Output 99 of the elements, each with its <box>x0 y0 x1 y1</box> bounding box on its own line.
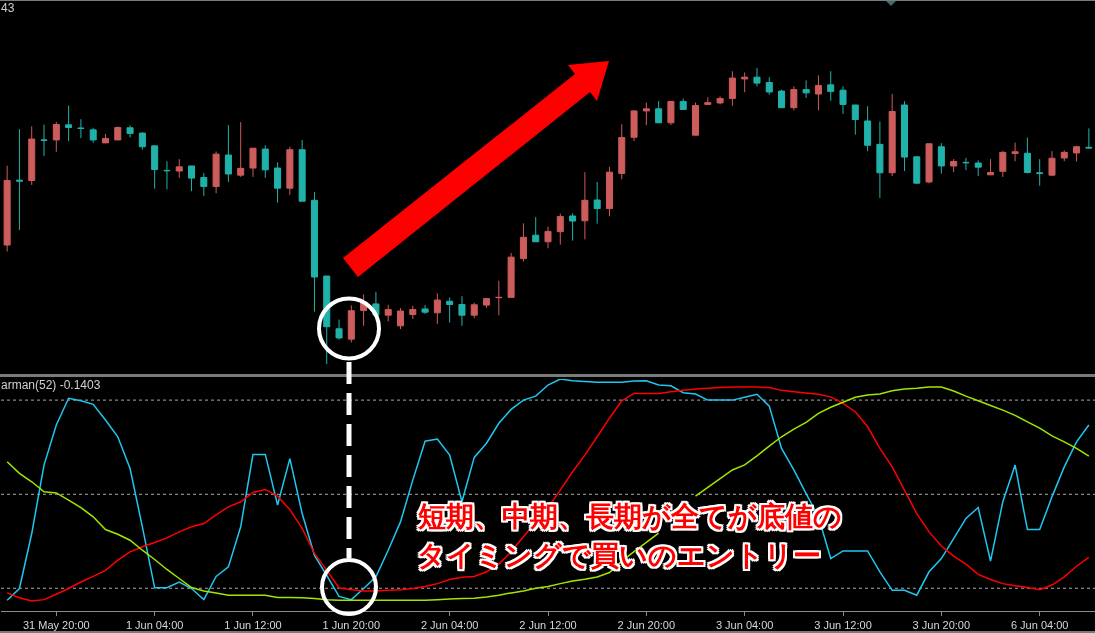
candlestick <box>200 172 208 197</box>
candlestick <box>470 302 478 319</box>
candlestick <box>593 181 601 225</box>
candlestick <box>261 144 269 179</box>
candlestick <box>790 85 798 111</box>
x-tick-label: 6 Jun 04:00 <box>1010 619 1069 632</box>
candlestick <box>802 79 810 99</box>
candlestick <box>605 166 613 217</box>
candlestick <box>618 123 626 180</box>
candlestick <box>286 146 294 196</box>
candlestick <box>175 158 183 179</box>
candlestick <box>421 304 429 315</box>
candlestick <box>704 96 712 105</box>
candlestick <box>126 124 134 139</box>
candlestick <box>274 161 282 204</box>
candlestick <box>1073 145 1081 163</box>
x-tick-label: 1 Jun 12:00 <box>224 619 282 632</box>
candlestick <box>52 121 60 153</box>
candlestick <box>753 68 761 87</box>
candlestick <box>519 222 527 263</box>
candlestick <box>888 93 896 177</box>
candlestick <box>188 165 196 192</box>
candlestick <box>814 74 822 111</box>
candlestick <box>950 158 958 173</box>
x-tick-label: 3 Jun 04:00 <box>715 619 774 632</box>
candlestick <box>851 104 859 136</box>
x-tick-label: 1 Jun 20:00 <box>322 619 381 632</box>
candlestick <box>569 212 577 242</box>
candlestick <box>839 85 847 115</box>
candlestick <box>446 296 454 324</box>
candlestick <box>310 191 318 313</box>
x-tick-label: 1 Jun 04:00 <box>125 619 184 632</box>
candlestick <box>495 280 503 316</box>
candlestick <box>864 105 872 152</box>
candlestick <box>3 165 11 253</box>
candlestick <box>114 126 122 141</box>
candlestick <box>556 213 564 246</box>
candlestick <box>716 95 724 105</box>
chart-title: arman(52) -0.1403 <box>1 378 101 393</box>
candlestick <box>1011 142 1019 162</box>
candlestick <box>765 76 773 96</box>
candlestick <box>224 124 232 183</box>
chart-title: 43 <box>1 1 15 16</box>
candlestick <box>101 133 109 144</box>
candlestick <box>347 304 355 343</box>
x-tick-label: 2 Jun 20:00 <box>617 619 676 632</box>
candlestick <box>1048 150 1056 177</box>
candlestick <box>741 71 749 93</box>
candlestick <box>974 159 982 177</box>
candlestick <box>925 143 933 184</box>
candlestick <box>778 89 786 109</box>
candlestick <box>28 125 36 186</box>
x-tick-label: 31 May 20:00 <box>22 619 90 632</box>
candlestick <box>900 100 908 172</box>
candlestick <box>384 304 392 322</box>
candlestick <box>1060 149 1068 162</box>
candlestick <box>876 121 884 199</box>
candlestick <box>483 298 491 309</box>
candlestick <box>999 150 1007 178</box>
candlestick <box>1036 158 1044 187</box>
x-tick-label: 2 Jun 12:00 <box>519 619 577 632</box>
candlestick <box>507 252 515 298</box>
candlestick <box>458 295 466 327</box>
candlestick <box>1085 127 1093 150</box>
candlestick <box>65 105 73 142</box>
candlestick <box>77 118 85 139</box>
candlestick <box>642 102 650 126</box>
candlestick <box>937 142 945 175</box>
candlestick <box>987 158 995 176</box>
candlestick <box>298 139 306 202</box>
candlestick <box>532 216 540 243</box>
candlestick <box>89 127 97 144</box>
candlestick <box>335 319 343 341</box>
candlestick <box>433 292 441 325</box>
candlestick <box>249 147 257 178</box>
candlestick <box>827 70 835 102</box>
candlestick <box>913 156 921 185</box>
candlestick <box>237 121 245 178</box>
candlestick <box>962 157 970 171</box>
candlestick <box>655 100 663 124</box>
candlestick <box>138 131 146 151</box>
candlestick <box>1023 137 1031 174</box>
candlestick <box>409 305 417 320</box>
candlestick <box>667 100 675 126</box>
candlestick <box>679 97 687 110</box>
candlestick <box>163 160 171 190</box>
candlestick <box>151 145 159 190</box>
candlestick <box>691 102 700 136</box>
x-tick-label: 3 Jun 20:00 <box>912 619 971 632</box>
candlestick <box>40 124 48 157</box>
candlestick <box>630 109 638 142</box>
candlestick <box>544 226 552 249</box>
candlestick <box>15 128 23 231</box>
candlestick <box>728 70 736 107</box>
x-tick-label: 3 Jun 12:00 <box>814 619 872 632</box>
candlestick <box>212 150 220 194</box>
candlestick <box>581 171 589 240</box>
x-tick-label: 2 Jun 04:00 <box>420 619 479 632</box>
candlestick <box>396 307 405 330</box>
